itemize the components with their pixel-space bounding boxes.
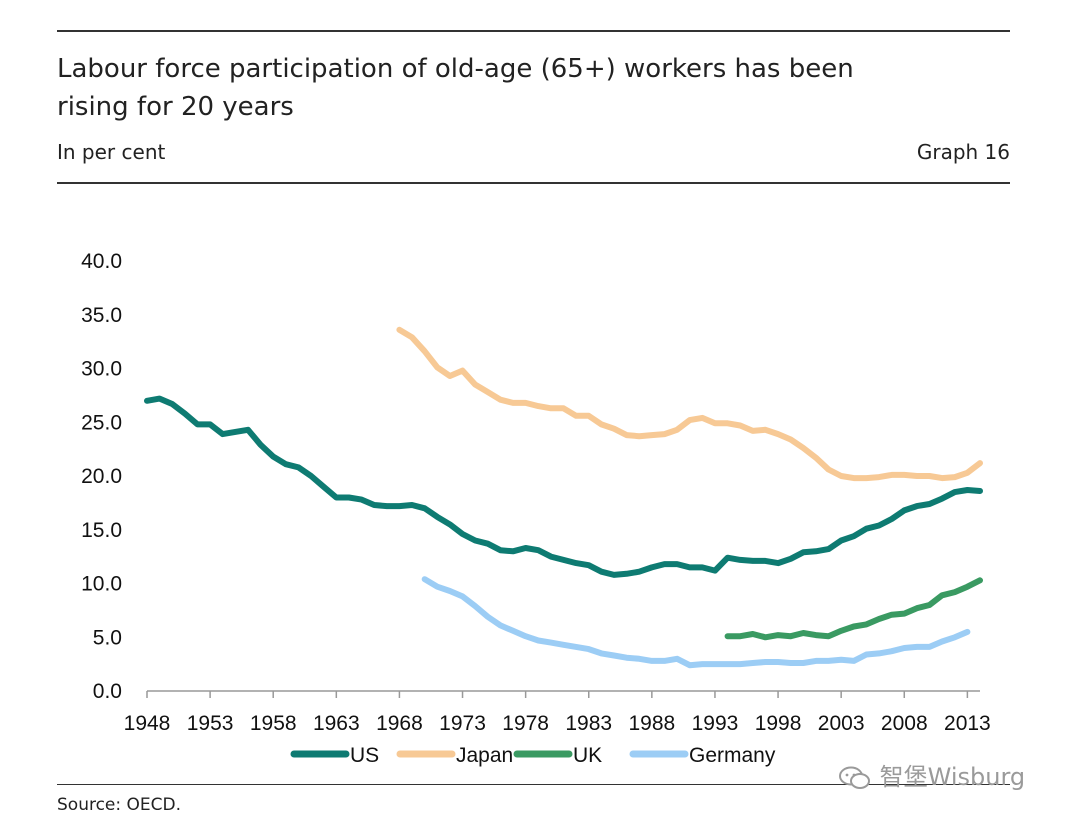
x-tick-label: 1963 [313, 712, 360, 735]
graph-number: Graph 16 [916, 140, 1010, 164]
unit-label: In per cent [57, 140, 166, 164]
y-tick-label: 20.0 [81, 465, 122, 488]
chart-title: Labour force participation of old-age (6… [57, 54, 854, 122]
series-line-japan [396, 326, 983, 482]
x-tick-label: 1998 [755, 712, 802, 735]
watermark-text: 智堡Wisburg [879, 763, 1026, 791]
x-tick-label: 1973 [439, 712, 486, 735]
x-tick-label: 2008 [881, 712, 928, 735]
x-tick-label: 1988 [628, 712, 675, 735]
y-tick-label: 30.0 [81, 358, 122, 381]
x-tick-label: 1953 [187, 712, 234, 735]
x-tick-label: 2003 [818, 712, 865, 735]
x-tick-label: 1993 [692, 712, 739, 735]
y-tick-label: 40.0 [81, 250, 122, 273]
legend: US Japan UK Germany [290, 744, 776, 767]
series-line-uk [724, 577, 983, 641]
y-tick-label: 10.0 [81, 573, 122, 596]
x-tick-label: 1968 [376, 712, 423, 735]
top-rule [57, 30, 1010, 32]
series-layer [144, 326, 983, 669]
wechat-icon [839, 766, 870, 789]
source-note: Source: OECD. [57, 795, 182, 815]
x-tick-label: 1978 [502, 712, 549, 735]
series-line-us [144, 395, 983, 578]
y-axis: 0.0 5.0 10.0 15.0 20.0 25.0 30.0 35.0 40.0 [81, 250, 122, 703]
x-tick-label: 1958 [250, 712, 297, 735]
x-tick-label: 1983 [565, 712, 612, 735]
legend-label-germany: Germany [689, 744, 776, 767]
y-tick-label: 35.0 [81, 304, 122, 327]
legend-label-japan: Japan [456, 744, 513, 767]
footer-rule [57, 784, 1010, 785]
x-tick-label: 2013 [944, 712, 991, 735]
legend-label-uk: UK [573, 744, 602, 767]
y-tick-label: 25.0 [81, 411, 122, 434]
series-line-germany [421, 576, 971, 669]
y-tick-label: 5.0 [93, 626, 122, 649]
y-tick-label: 15.0 [81, 519, 122, 542]
x-tick-label: 1948 [124, 712, 171, 735]
legend-label-us: US [350, 744, 379, 767]
watermark: 智堡Wisburg [838, 757, 1025, 792]
header-rule [57, 182, 1010, 184]
x-axis: 1948 1953 1958 1963 1968 1973 1978 1983 1988 1993… [124, 690, 991, 735]
y-tick-label: 0.0 [93, 680, 122, 703]
